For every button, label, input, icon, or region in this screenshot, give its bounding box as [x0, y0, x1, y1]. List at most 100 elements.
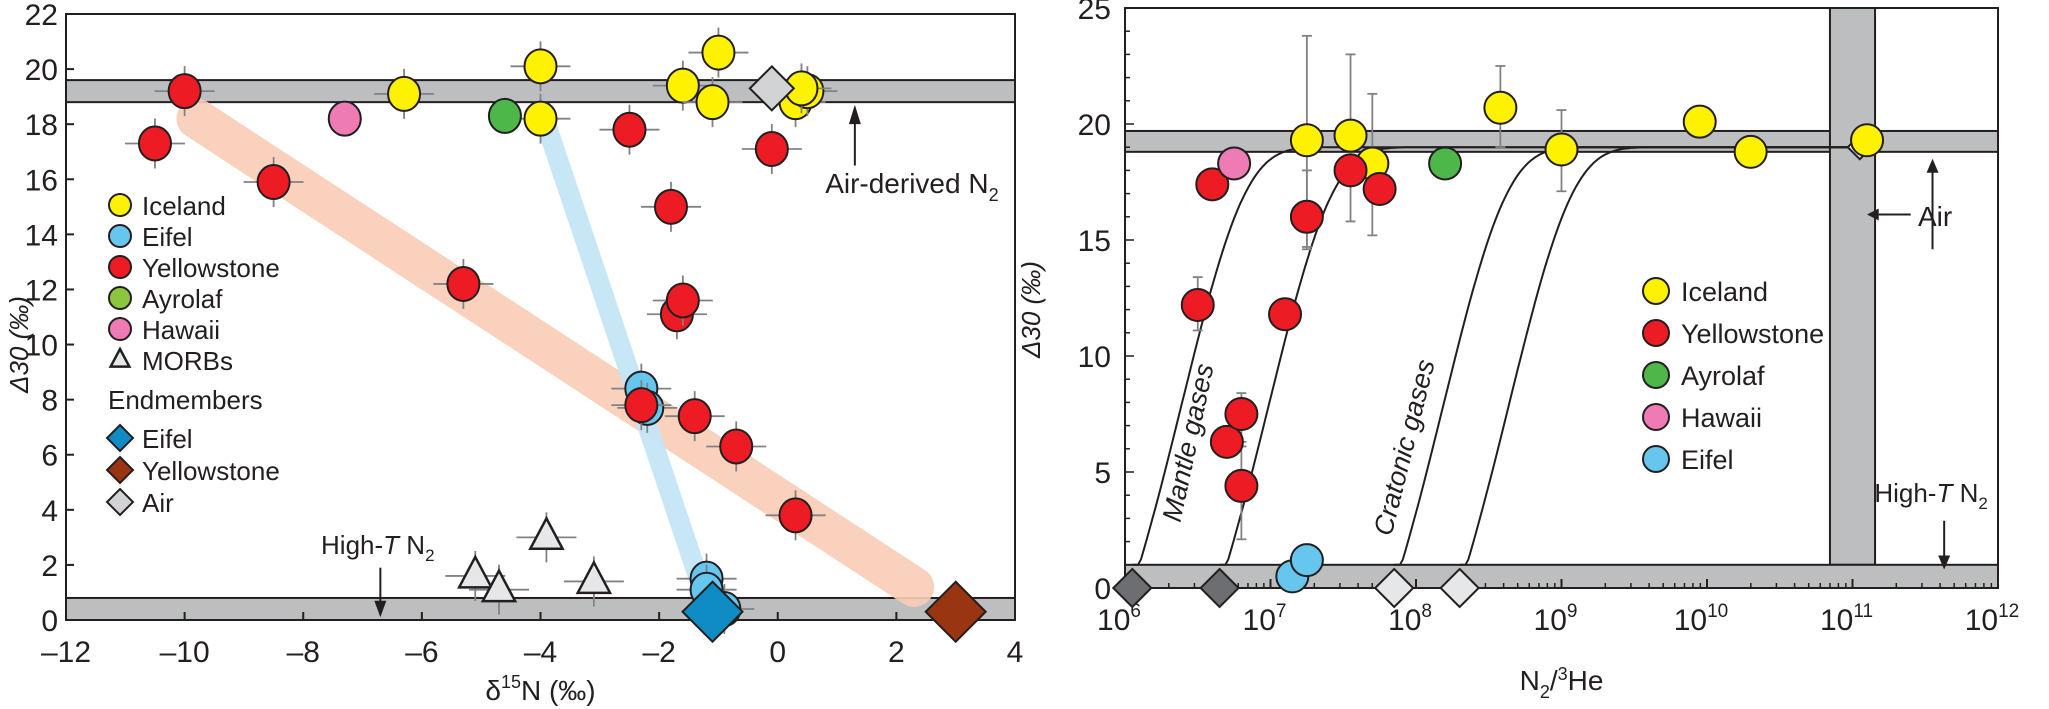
yellowstone-point	[137, 125, 172, 162]
x-tick-label: 107	[1243, 601, 1287, 637]
yellowstone-point	[754, 130, 789, 167]
yellowstone-point	[1268, 297, 1303, 332]
y-tick-label: 10	[1078, 341, 1111, 374]
y-tick-label: 10	[25, 330, 58, 363]
y-tick-label: 5	[1094, 457, 1111, 490]
legend-hawaii-label: Hawaii	[1681, 403, 1762, 433]
legend-yellowstone-marker	[108, 255, 132, 279]
endmember-eifel	[681, 580, 744, 644]
yellowstone-point	[612, 111, 647, 148]
legend-eifel-marker	[108, 224, 132, 248]
x-tick-label: –8	[287, 636, 320, 669]
x-tick-label: –4	[524, 636, 557, 669]
legend-iceland-marker	[108, 193, 132, 217]
y-tick-label: 20	[1078, 109, 1111, 142]
y-tick-label: 15	[1078, 225, 1111, 258]
x-axis-label: δ15N (‰)	[485, 672, 595, 706]
y-tick-label: 0	[41, 605, 58, 638]
iceland-point	[1483, 90, 1518, 125]
legend-yellowstone-label: Yellowstone	[142, 253, 280, 283]
air-derived-label: Air-derived N2	[825, 168, 998, 205]
iceland-point	[1544, 132, 1579, 167]
iceland-point	[523, 100, 558, 137]
x-axis-label: N2/3He	[1520, 664, 1604, 702]
legend-endmember-air-label: Air	[142, 488, 174, 518]
left-chart: –12 –10 –8 –6 –4 –2 0 2 4 0 2 4 6 8 10 12 14 16 18 20 22 δ15N…	[4, 0, 1023, 706]
x-tick-label: –6	[405, 636, 438, 669]
morb-point	[575, 559, 613, 595]
iceland-point	[523, 48, 558, 85]
endmember-yellowstone	[924, 580, 988, 644]
legend-hawaii-marker	[108, 317, 132, 341]
legend-eifel-marker	[1642, 445, 1670, 473]
legend-ayrolaf-label: Ayrolaf	[1681, 361, 1765, 391]
air-band-vertical	[1828, 7, 1877, 566]
air-label: Air	[1918, 201, 1952, 232]
x-tick-label: 1010	[1674, 601, 1729, 637]
y-tick-label: 20	[25, 54, 58, 87]
cratonic-gases-label: Cratonic gases	[1368, 356, 1441, 538]
eifel-point	[1289, 543, 1324, 578]
y-axis-label: Δ30 (‰)	[1016, 261, 1046, 359]
yellowstone-point	[446, 265, 481, 302]
x-tick-label: 4	[1007, 636, 1024, 669]
yellowstone-point	[778, 497, 813, 534]
iceland-point	[387, 75, 422, 112]
legend-endmember-eifel-marker	[105, 423, 135, 453]
endmember-diamond	[1199, 567, 1240, 609]
eifel-mixing-trend	[531, 104, 711, 588]
yellowstone-point	[1333, 153, 1368, 188]
legend-ayrolaf-marker	[108, 286, 132, 310]
legend-yellowstone-marker	[1642, 319, 1670, 347]
iceland-point	[1289, 123, 1324, 158]
endmember-air	[748, 64, 796, 112]
air-arrowhead-up	[1926, 158, 1939, 173]
endmember-diamond	[1439, 567, 1481, 609]
endmember-diamond	[1373, 567, 1415, 609]
y-tick-label: 8	[41, 385, 58, 418]
yellowstone-point	[1362, 171, 1397, 206]
legend-endmember-air-marker	[105, 487, 135, 517]
yellowstone-point	[167, 73, 202, 110]
iceland-point	[1333, 118, 1368, 153]
legend-eifel-label: Eifel	[142, 222, 193, 252]
right-chart: 106 107 108 109 1010 1011 10120510152025N2/3He…	[1016, 0, 2019, 702]
legend-iceland-label: Iceland	[1681, 277, 1768, 307]
yellowstone-point	[1224, 468, 1259, 503]
x-tick-label: 2	[888, 636, 905, 669]
yellowstone-point	[653, 188, 688, 225]
x-tick-label: 1012	[1965, 601, 2020, 637]
legend-morbs-label: MORBs	[142, 346, 233, 376]
morb-point	[528, 515, 565, 551]
legend-morb-marker	[108, 346, 132, 368]
yellowstone-point	[719, 428, 754, 465]
yellowstone-point	[1180, 287, 1215, 322]
ayrolaf-point	[487, 97, 522, 134]
legend-endmember-yellowstone-label: Yellowstone	[142, 456, 280, 486]
yellowstone-point	[1195, 167, 1230, 202]
x-tick-label: 106	[1097, 601, 1141, 637]
legend-ayrolaf-marker	[1642, 361, 1670, 389]
y-tick-label: 2	[41, 550, 58, 583]
y-axis-label: Δ30 (‰)	[4, 296, 34, 394]
iceland-point	[1682, 104, 1717, 139]
y-tick-label: 0	[1094, 573, 1111, 606]
high-t-label: High-T N2	[321, 530, 435, 565]
air-arrowhead-left	[1867, 208, 1879, 221]
legend-ayrolaf-label: Ayrolaf	[142, 284, 223, 314]
x-tick-label: –2	[642, 636, 675, 669]
yellowstone-point	[677, 398, 712, 435]
legend-eifel-label: Eifel	[1681, 445, 1734, 475]
hawaii-point	[327, 100, 362, 137]
legend-endmember-yellowstone-marker	[105, 455, 135, 485]
iceland-point	[701, 34, 736, 71]
legend-iceland-label: Iceland	[142, 191, 226, 221]
y-tick-label: 22	[25, 0, 58, 32]
y-tick-label: 18	[25, 109, 58, 142]
y-tick-label: 6	[41, 440, 58, 473]
legend-endmembers-title: Endmembers	[108, 385, 263, 415]
x-tick-label: 109	[1534, 601, 1578, 637]
iceland-point	[1733, 134, 1768, 169]
yellowstone-point	[1224, 397, 1259, 431]
